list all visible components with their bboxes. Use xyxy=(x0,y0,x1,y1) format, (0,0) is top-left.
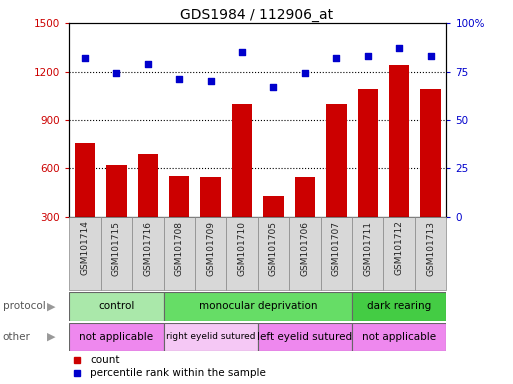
Text: GSM101709: GSM101709 xyxy=(206,220,215,276)
Text: GSM101712: GSM101712 xyxy=(394,220,404,275)
Text: GDS1984 / 112906_at: GDS1984 / 112906_at xyxy=(180,8,333,22)
Bar xyxy=(195,217,226,290)
Bar xyxy=(226,217,258,290)
Bar xyxy=(164,323,258,351)
Bar xyxy=(69,323,164,351)
Bar xyxy=(321,217,352,290)
Bar xyxy=(352,323,446,351)
Text: control: control xyxy=(98,301,134,311)
Bar xyxy=(164,217,195,290)
Text: dark rearing: dark rearing xyxy=(367,301,431,311)
Bar xyxy=(258,217,289,290)
Point xyxy=(238,49,246,55)
Point xyxy=(81,55,89,61)
Text: other: other xyxy=(3,332,30,342)
Bar xyxy=(106,165,127,265)
Text: GSM101714: GSM101714 xyxy=(81,220,89,275)
Bar xyxy=(69,217,101,290)
Bar xyxy=(420,89,441,265)
Text: count: count xyxy=(90,355,120,365)
Point xyxy=(144,61,152,67)
Point xyxy=(395,45,403,51)
Bar xyxy=(232,104,252,265)
Bar xyxy=(101,217,132,290)
Text: GSM101711: GSM101711 xyxy=(363,220,372,276)
Bar xyxy=(69,292,164,321)
Text: left eyelid sutured: left eyelid sutured xyxy=(258,332,352,342)
Bar xyxy=(352,217,383,290)
Bar xyxy=(383,217,415,290)
Bar xyxy=(289,217,321,290)
Text: protocol: protocol xyxy=(3,301,45,311)
Text: GSM101708: GSM101708 xyxy=(175,220,184,276)
Point xyxy=(332,55,341,61)
Bar xyxy=(358,89,378,265)
Text: not applicable: not applicable xyxy=(80,332,153,342)
Bar xyxy=(132,217,164,290)
Text: not applicable: not applicable xyxy=(362,332,436,342)
Text: GSM101716: GSM101716 xyxy=(143,220,152,276)
Bar xyxy=(75,142,95,265)
Text: ▶: ▶ xyxy=(47,301,56,311)
Bar xyxy=(389,65,409,265)
Text: GSM101715: GSM101715 xyxy=(112,220,121,276)
Text: GSM101705: GSM101705 xyxy=(269,220,278,276)
Bar xyxy=(169,176,189,265)
Point xyxy=(426,53,435,59)
Bar xyxy=(258,323,352,351)
Point xyxy=(175,76,183,82)
Text: GSM101713: GSM101713 xyxy=(426,220,435,276)
Text: right eyelid sutured: right eyelid sutured xyxy=(166,333,255,341)
Point xyxy=(269,84,278,90)
Point xyxy=(301,70,309,76)
Bar xyxy=(263,196,284,265)
Point xyxy=(112,70,121,76)
Text: GSM101710: GSM101710 xyxy=(238,220,247,276)
Bar xyxy=(137,154,158,265)
Text: monocular deprivation: monocular deprivation xyxy=(199,301,317,311)
Bar xyxy=(201,177,221,265)
Bar xyxy=(326,104,347,265)
Text: percentile rank within the sample: percentile rank within the sample xyxy=(90,368,266,379)
Bar xyxy=(352,292,446,321)
Text: GSM101706: GSM101706 xyxy=(301,220,309,276)
Point xyxy=(207,78,215,84)
Bar xyxy=(415,217,446,290)
Bar xyxy=(164,292,352,321)
Bar xyxy=(294,177,315,265)
Point xyxy=(364,53,372,59)
Text: GSM101707: GSM101707 xyxy=(332,220,341,276)
Text: ▶: ▶ xyxy=(47,332,56,342)
